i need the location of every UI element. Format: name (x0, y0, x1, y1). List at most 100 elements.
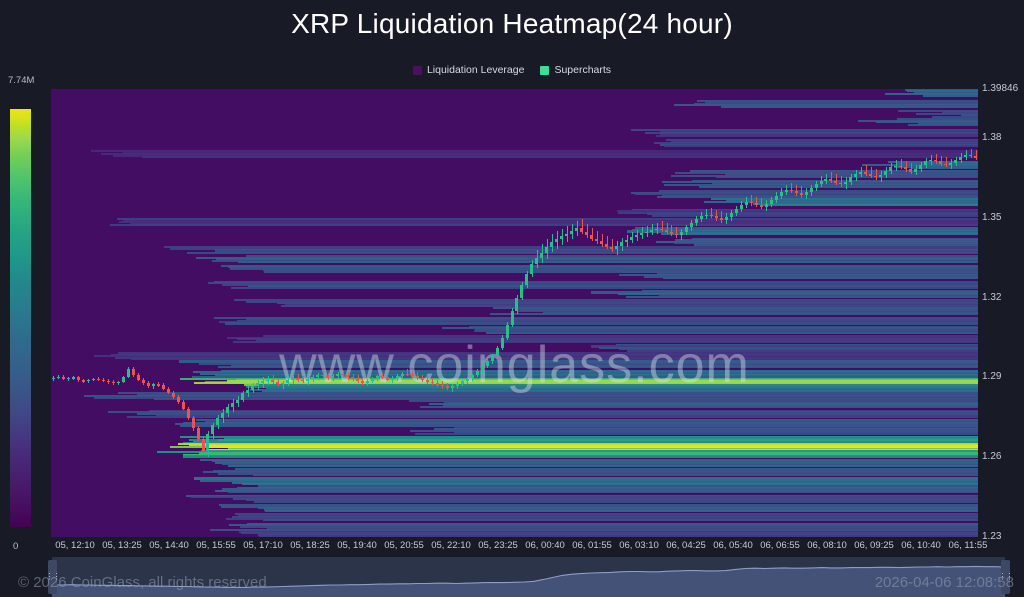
candle-body (390, 377, 394, 380)
liquidation-band (234, 299, 978, 302)
candle-body (226, 407, 230, 414)
liquidation-band (227, 491, 978, 494)
liquidation-band (224, 322, 978, 325)
liquidation-band (257, 485, 978, 488)
candle-body (515, 297, 519, 312)
candle-body (370, 378, 374, 381)
candle-wick (611, 239, 613, 252)
liquidation-band (191, 496, 978, 499)
liquidation-band (409, 400, 978, 403)
price-tick-label: 1.29 (982, 371, 1002, 383)
candle-body (121, 377, 125, 382)
copyright-text: © 2026 CoinGlass, all rights reserved (18, 574, 267, 591)
candle-body (884, 170, 888, 175)
liquidation-band (212, 460, 978, 463)
candle-wick (875, 168, 877, 181)
candle-body (650, 230, 654, 232)
liquidation-band (214, 489, 978, 492)
candle-wick (591, 227, 593, 242)
liquidation-band (453, 426, 978, 429)
candle-body (724, 217, 728, 220)
candle-body (395, 375, 399, 378)
candle-body (674, 233, 678, 236)
liquidation-band (149, 409, 978, 412)
legend-item-1[interactable]: Supercharts (540, 64, 611, 76)
liquidation-band (195, 256, 978, 259)
candle-body (251, 386, 255, 391)
liquidation-band (208, 282, 978, 285)
time-tick-label: 06, 08:10 (807, 540, 847, 551)
liquidation-band (670, 140, 978, 143)
liquidation-band (469, 325, 978, 328)
liquidation-band (896, 162, 978, 165)
time-tick-label: 06, 03:10 (619, 540, 659, 551)
candle-body (475, 371, 479, 376)
candle-body (809, 188, 813, 193)
liquidation-band (193, 477, 978, 480)
candle-body (166, 389, 170, 393)
liquidation-band (694, 243, 978, 246)
liquidation-band (119, 221, 978, 224)
liquidation-band (266, 387, 978, 390)
liquidation-band (897, 118, 978, 121)
liquidation-band (262, 269, 978, 272)
liquidation-band (219, 321, 978, 324)
liquidation-band (117, 218, 978, 221)
candle-body (51, 377, 55, 380)
liquidation-band (264, 509, 978, 513)
liquidation-band (659, 133, 978, 136)
liquidation-band (231, 481, 978, 484)
liquidation-band (715, 176, 978, 179)
heatmap-plot-area[interactable]: www.coinglass.com (51, 89, 978, 537)
liquidation-band (630, 191, 978, 194)
liquidation-band (658, 190, 978, 193)
candle-body (321, 374, 325, 376)
liquidation-band (217, 366, 978, 369)
liquidation-band (656, 196, 978, 199)
candle-body (829, 179, 833, 181)
candle-wick (422, 374, 424, 383)
liquidation-band (182, 453, 978, 457)
candle-wick (721, 211, 723, 223)
liquidation-band (130, 358, 978, 361)
candle-wick (407, 369, 409, 377)
candle-body (894, 165, 898, 168)
liquidation-band (932, 115, 978, 118)
liquidation-band (631, 129, 978, 132)
range-slider-track[interactable]: ⋮⋮ ⋮⋮ (0, 557, 1024, 597)
candle-body (964, 154, 968, 157)
liquidation-band (236, 319, 978, 322)
candle-body (301, 379, 305, 382)
range-slider-right-handle[interactable]: ⋮⋮ (999, 560, 1014, 594)
liquidation-band (884, 93, 978, 96)
time-tick-label: 05, 20:55 (384, 540, 424, 551)
candle-body (91, 378, 95, 380)
footer-range-slider[interactable]: ⋮⋮ ⋮⋮ © 2026 CoinGlass, all rights reser… (0, 557, 1024, 597)
liquidation-band (720, 105, 978, 108)
liquidation-band (231, 286, 978, 289)
candle-body (924, 161, 928, 165)
square-swatch (412, 65, 422, 75)
candle-body (550, 242, 554, 248)
candle-body (869, 173, 873, 176)
candle-body (859, 172, 863, 174)
candle-body (286, 380, 290, 383)
candle-wick (342, 370, 344, 378)
candle-body (709, 214, 713, 217)
candle-body (201, 439, 205, 452)
candle-wick (297, 374, 299, 382)
colorbar-gradient (10, 109, 31, 527)
candle-body (939, 161, 943, 164)
liquidation-band (129, 222, 978, 225)
liquidation-band (210, 528, 978, 531)
candle-wick (282, 380, 284, 389)
legend-item-0[interactable]: Liquidation Leverage (412, 64, 524, 76)
candle-body (794, 191, 798, 194)
liquidation-band (221, 488, 978, 491)
range-slider-left-handle[interactable]: ⋮⋮ (46, 560, 61, 594)
candle-body (211, 425, 215, 434)
liquidation-band (241, 483, 978, 486)
liquidation-band (627, 349, 978, 352)
liquidation-band (245, 499, 978, 502)
candle-wick (671, 225, 673, 236)
